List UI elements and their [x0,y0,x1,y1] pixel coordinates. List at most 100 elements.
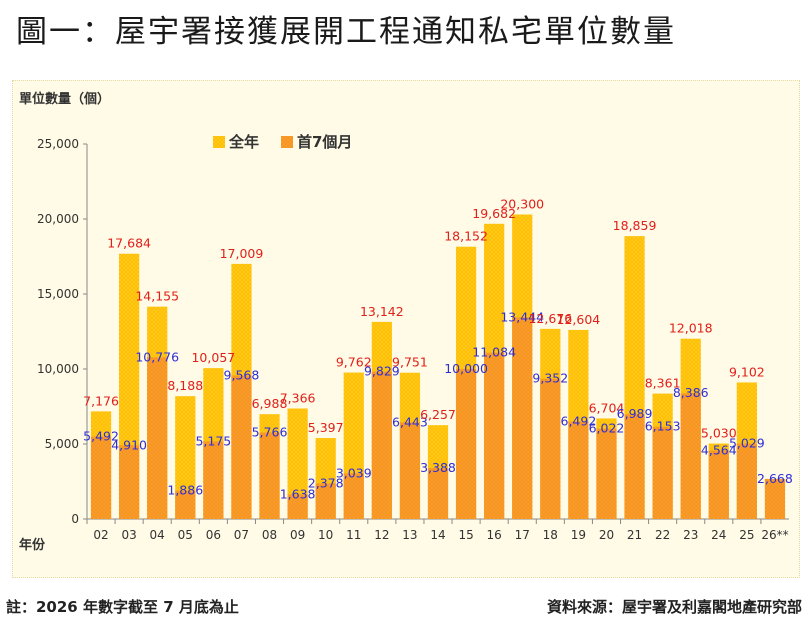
x-tick-label: 09 [290,528,305,542]
data-label-first-7-months: 5,175 [195,433,231,448]
x-tick-label: 26** [761,528,788,542]
data-label-full-year: 12,604 [557,312,601,327]
data-label-full-year: 12,676 [528,311,572,326]
data-label-full-year: 12,018 [669,321,713,336]
page-title: 圖一：屋宇署接獲展開工程通知私宅單位數量 [16,14,676,50]
bar-first-7-months [259,432,280,519]
bar-first-7-months [147,357,168,519]
data-label-first-7-months: 6,022 [589,421,625,436]
bar-first-7-months [315,483,336,519]
data-label-full-year: 18,152 [444,229,488,244]
data-label-full-year: 7,176 [83,393,119,408]
data-label-first-7-months: 5,029 [729,436,765,451]
legend-label-first-7-months: 首7個月 [297,133,352,151]
y-tick-label: 25,000 [37,137,79,151]
bar-full-year [175,396,196,519]
data-label-full-year: 19,682 [472,206,516,221]
bar-first-7-months [119,445,140,519]
x-tick-label: 12 [374,528,389,542]
x-tick-label: 20 [599,528,614,542]
x-tick-label: 06 [206,528,221,542]
x-tick-label: 02 [93,528,108,542]
data-labels: 7,176 5,492 17,684 4,910 14,155 10,776 8,188 1,… [83,197,793,502]
data-label-first-7-months: 4,910 [111,437,147,452]
data-label-first-7-months: 6,989 [617,406,653,421]
data-label-first-7-months: 5,492 [83,429,119,444]
data-label-full-year: 9,762 [336,355,372,370]
data-label-full-year: 17,009 [220,246,264,261]
bar-first-7-months [371,371,392,519]
data-label-first-7-months: 3,388 [420,460,456,475]
data-label-first-7-months: 6,492 [561,414,597,429]
data-label-full-year: 9,102 [729,364,765,379]
data-label-full-year: 10,057 [191,350,235,365]
data-label-first-7-months: 1,638 [280,486,316,501]
data-label-full-year: 18,859 [613,218,657,233]
data-label-first-7-months: 9,568 [224,367,260,382]
x-tick-label: 14 [430,528,445,542]
chart-panel: 單位數量（個） 年份 全年 首7個月 0 5,000 10,000 15,000 20,… [12,80,800,578]
bar-first-7-months [568,421,589,519]
x-tick-label: 18 [543,528,558,542]
legend-label-full-year: 全年 [228,133,259,151]
bar-full-year [287,408,308,519]
y-tick-label: 0 [71,512,79,526]
data-label-first-7-months: 11,084 [472,345,516,360]
data-label-full-year: 6,704 [589,400,625,415]
data-label-full-year: 8,361 [645,376,681,391]
data-label-first-7-months: 1,886 [167,483,203,498]
x-tick-label: 25 [739,528,754,542]
bar-first-7-months [680,393,701,519]
y-tick-label: 5,000 [45,437,79,451]
x-tick-label: 11 [346,528,361,542]
axes: 0 5,000 10,000 15,000 20,000 25,000 02 03 04 05 06… [37,137,789,542]
y-axis-title: 單位數量（個） [19,91,110,107]
bar-first-7-months [231,375,252,519]
bar-first-7-months [427,468,449,519]
data-label-first-7-months: 2,378 [308,475,344,490]
data-label-full-year: 14,155 [135,289,179,304]
x-axis-title: 年份 [19,537,46,553]
x-tick-label: 16 [487,528,502,542]
data-label-full-year: 6,257 [420,407,456,422]
x-tick-label: 13 [402,528,417,542]
data-label-full-year: 9,751 [392,355,428,370]
data-label-first-7-months: 13,444 [500,309,544,324]
y-tick-label: 20,000 [37,212,79,226]
bar-first-7-months [455,369,477,519]
x-tick-label: 24 [711,528,726,542]
x-tick-label: 22 [655,528,670,542]
data-label-first-7-months: 6,153 [645,419,681,434]
x-tick-label: 05 [178,528,193,542]
bar-first-7-months [343,473,364,519]
data-label-first-7-months: 10,776 [135,349,179,364]
legend-swatch-full-year [213,136,225,148]
bars [90,214,786,520]
y-tick-label: 10,000 [37,362,79,376]
bar-first-7-months [203,441,224,519]
legend-swatch-first-7-months [281,136,293,148]
source-credit: 資料來源：屋宇署及利嘉閣地產研究部 [546,598,802,616]
data-label-full-year: 5,030 [701,426,737,441]
data-label-first-7-months: 3,039 [336,465,372,480]
x-tick-label: 07 [234,528,249,542]
data-label-full-year: 20,300 [500,197,544,212]
x-tick-label: 23 [683,528,698,542]
legend: 全年 首7個月 [213,133,352,151]
data-label-full-year: 8,188 [167,378,203,393]
y-tick-label: 15,000 [37,287,79,301]
bar-first-7-months [596,428,617,519]
data-label-first-7-months: 5,766 [252,425,288,440]
data-label-first-7-months: 4,564 [701,443,737,458]
data-label-first-7-months: 6,443 [392,414,428,429]
bar-first-7-months [736,443,757,519]
data-label-full-year: 5,397 [308,420,344,435]
bar-first-7-months [764,478,786,519]
x-tick-label: 17 [515,528,530,542]
x-tick-label: 15 [458,528,473,542]
bar-first-7-months [624,414,645,519]
x-tick-label: 10 [318,528,333,542]
bar-first-7-months [175,490,196,519]
data-label-full-year: 17,684 [107,236,151,251]
data-label-full-year: 13,142 [360,304,404,319]
